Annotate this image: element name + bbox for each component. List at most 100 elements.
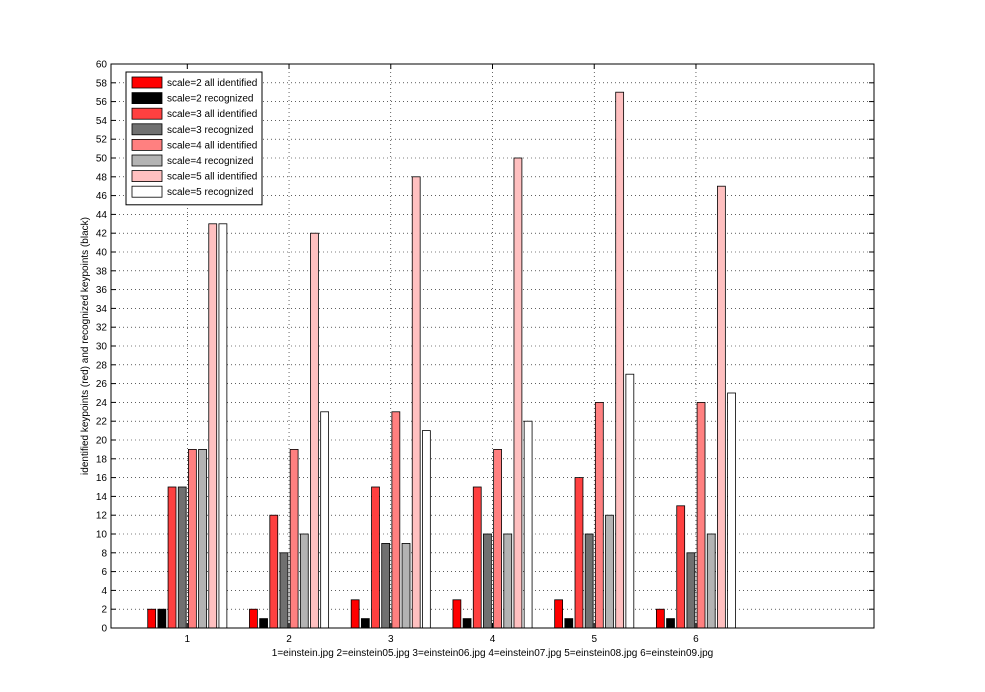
legend-swatch xyxy=(131,154,163,167)
legend-swatch xyxy=(131,107,163,120)
x-axis-title: 1=einstein.jpg 2=einstein05.jpg 3=einste… xyxy=(272,648,713,659)
y-tick-label: 30 xyxy=(96,342,108,353)
bar xyxy=(167,486,177,629)
y-tick-label: 46 xyxy=(96,191,108,202)
bar xyxy=(279,552,289,629)
legend-label: scale=4 recognized xyxy=(167,156,253,167)
bar xyxy=(605,514,614,629)
y-tick-label: 56 xyxy=(96,97,108,108)
bar xyxy=(564,618,574,629)
bar xyxy=(381,543,391,629)
bar xyxy=(513,157,523,629)
legend-swatch xyxy=(131,138,163,151)
legend-label: scale=5 all identified xyxy=(167,172,257,183)
bar xyxy=(666,618,675,629)
bar xyxy=(452,599,462,629)
legend-box xyxy=(125,71,263,206)
axis-ticks: 0246810121416182022242628303234363840424… xyxy=(96,60,874,645)
y-tick-label: 40 xyxy=(96,248,108,259)
legend-swatch xyxy=(131,170,163,183)
y-tick-label: 38 xyxy=(96,266,108,277)
x-tick-label: 5 xyxy=(591,634,597,645)
y-tick-label: 34 xyxy=(96,304,108,315)
bar xyxy=(198,448,207,629)
bar xyxy=(462,618,472,629)
bar xyxy=(350,599,360,629)
bar xyxy=(391,411,401,629)
bar xyxy=(259,618,268,629)
bar xyxy=(269,514,279,629)
bar xyxy=(503,533,513,629)
bar xyxy=(594,401,604,629)
y-tick-label: 60 xyxy=(96,60,108,71)
bar xyxy=(523,420,533,629)
y-tick-label: 32 xyxy=(96,323,108,334)
bar xyxy=(574,477,584,629)
bar xyxy=(289,448,299,629)
bar xyxy=(615,91,625,629)
bars xyxy=(147,91,736,629)
y-tick-label: 10 xyxy=(96,530,108,541)
y-tick-label: 26 xyxy=(96,379,108,390)
bar xyxy=(727,392,736,629)
y-tick-label: 28 xyxy=(96,360,108,371)
y-tick-label: 18 xyxy=(96,454,108,465)
legend-swatch xyxy=(131,92,163,104)
y-tick-label: 0 xyxy=(101,624,107,635)
legend-label: scale=5 recognized xyxy=(167,187,253,198)
bar xyxy=(218,223,228,629)
y-tick-label: 36 xyxy=(96,285,108,296)
y-tick-label: 50 xyxy=(96,154,108,165)
legend-swatch xyxy=(131,185,163,198)
bar xyxy=(371,486,380,629)
x-tick-label: 1 xyxy=(185,634,191,645)
y-axis-title: identified keypoints (red) and recognize… xyxy=(80,217,91,475)
bar xyxy=(686,552,696,629)
x-tick-label: 2 xyxy=(286,634,292,645)
bar xyxy=(147,608,157,629)
y-tick-label: 44 xyxy=(96,210,108,221)
legend-label: scale=3 all identified xyxy=(167,109,257,120)
bar xyxy=(625,373,635,629)
bar xyxy=(411,176,421,629)
legend-label: scale=3 recognized xyxy=(167,125,253,136)
bar xyxy=(249,608,258,629)
bar xyxy=(472,486,482,629)
bar xyxy=(696,401,706,629)
y-tick-label: 58 xyxy=(96,78,108,89)
bar xyxy=(360,618,370,629)
bar xyxy=(157,608,167,629)
bar xyxy=(299,533,309,629)
x-tick-label: 3 xyxy=(388,634,394,645)
x-tick-label: 4 xyxy=(490,634,496,645)
y-tick-label: 14 xyxy=(96,492,108,503)
y-tick-label: 2 xyxy=(101,605,107,616)
legend-label: scale=4 all identified xyxy=(167,140,257,151)
bar xyxy=(188,448,197,629)
y-tick-label: 54 xyxy=(96,116,108,127)
bar xyxy=(554,599,563,629)
bar xyxy=(655,608,665,629)
bar xyxy=(310,232,319,629)
x-tick-label: 6 xyxy=(693,634,699,645)
bar xyxy=(208,223,218,629)
bar xyxy=(401,543,411,629)
y-tick-label: 52 xyxy=(96,135,108,146)
legend-swatch xyxy=(131,123,163,136)
y-tick-label: 20 xyxy=(96,436,108,447)
y-tick-label: 48 xyxy=(96,172,108,183)
bar xyxy=(706,533,716,629)
y-tick-label: 8 xyxy=(101,548,107,559)
y-tick-label: 42 xyxy=(96,229,108,240)
bar xyxy=(177,486,187,629)
legend: scale=2 all identified scale=2 recognized… xyxy=(125,71,263,206)
bar xyxy=(422,430,431,629)
y-tick-label: 16 xyxy=(96,473,108,484)
bar xyxy=(493,448,502,629)
bar xyxy=(584,533,594,629)
y-tick-label: 22 xyxy=(96,417,108,428)
legend-label: scale=2 recognized xyxy=(167,94,253,105)
legend-label: scale=2 all identified xyxy=(167,78,257,89)
y-tick-label: 6 xyxy=(101,567,107,578)
